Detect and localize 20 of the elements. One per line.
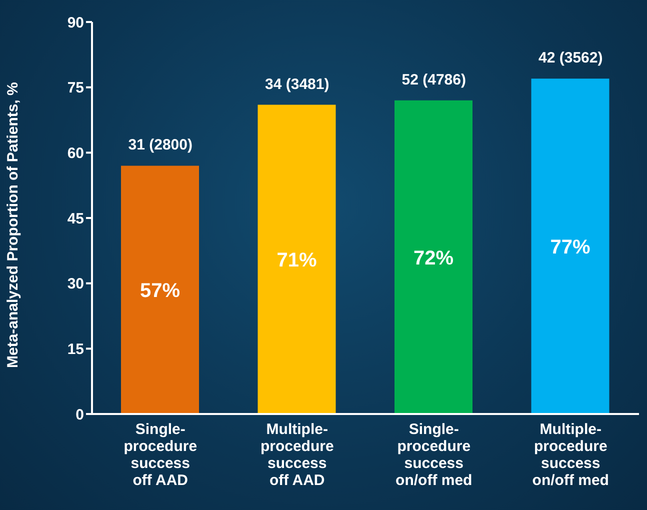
y-tick-label: 30 bbox=[67, 276, 84, 293]
y-tick-label: 15 bbox=[67, 340, 84, 358]
data-label: 57% bbox=[140, 280, 180, 302]
data-label: 77% bbox=[550, 236, 590, 258]
annotation: 34 (3481) bbox=[265, 76, 330, 93]
x-tick-label: Multiple-procedure success on/off med bbox=[532, 421, 609, 489]
y-axis-title: Meta-analyzed Proportion of Patients, % bbox=[4, 82, 22, 368]
y-tick-label: 0 bbox=[76, 406, 84, 424]
y-tick-label: 90 bbox=[67, 14, 84, 32]
y-tick-label: 45 bbox=[67, 210, 84, 228]
annotation: 42 (3562) bbox=[538, 50, 603, 67]
x-tick-label: Single-procedure success on/off med bbox=[396, 421, 472, 489]
x-tick-label: Single-procedure success off AAD bbox=[124, 421, 198, 489]
annotation: 52 (4786) bbox=[402, 71, 466, 88]
data-label: 72% bbox=[413, 247, 454, 270]
x-tick-label: Multiple-procedure success off AAD bbox=[260, 421, 334, 489]
y-tick-label: 75 bbox=[67, 80, 84, 97]
data-label: 71% bbox=[276, 249, 317, 272]
y-tick-label: 60 bbox=[67, 144, 84, 162]
annotation: 31 (2800) bbox=[128, 136, 192, 154]
